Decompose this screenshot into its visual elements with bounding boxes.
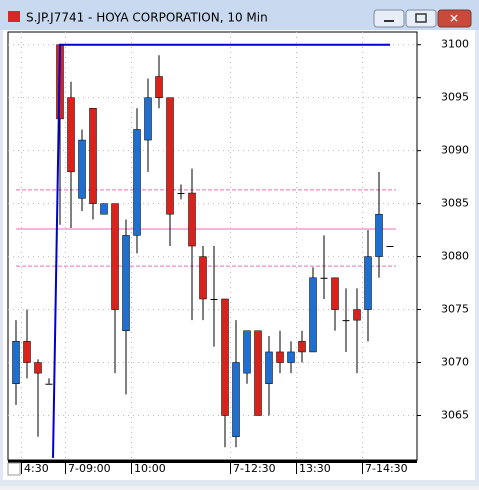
- maximize-button[interactable]: [405, 9, 437, 28]
- y-tick-label: 3090: [441, 144, 469, 157]
- candle-body: [199, 256, 207, 300]
- scroll-box[interactable]: [7, 462, 21, 476]
- candle-body: [177, 193, 185, 195]
- candle-body: [34, 362, 42, 374]
- candle-body: [309, 277, 317, 353]
- candle-body: [67, 97, 75, 173]
- app-icon: [8, 11, 20, 22]
- x-tick-label: 7-14:30: [365, 462, 408, 475]
- candle-body: [375, 213, 383, 257]
- candle-body: [287, 351, 295, 363]
- minimize-button[interactable]: [373, 9, 405, 28]
- close-button[interactable]: [437, 9, 472, 28]
- candle-body: [23, 341, 31, 363]
- candle-body: [331, 277, 339, 310]
- candle-body: [188, 192, 196, 247]
- x-tick-label: 7-09:00: [68, 462, 111, 475]
- window-title: S.JP.J7741 - HOYA CORPORATION, 10 Min: [26, 11, 268, 25]
- candle-body: [298, 341, 306, 353]
- plot-frame: [7, 31, 418, 461]
- candle-body: [144, 97, 152, 141]
- candle-body: [78, 139, 86, 199]
- candle-body: [221, 298, 229, 416]
- y-tick-label: 3085: [441, 197, 469, 210]
- candle-body: [155, 76, 163, 98]
- candle-body: [254, 330, 262, 416]
- x-axis: [8, 460, 417, 463]
- x-tick-label: 4:30: [24, 462, 49, 475]
- candle-body: [243, 330, 251, 374]
- candle-body: [45, 383, 53, 385]
- y-tick-label: 3095: [441, 91, 469, 104]
- candle-body: [111, 203, 119, 310]
- candle-body: [342, 320, 350, 322]
- candle-body: [265, 351, 273, 384]
- x-tick-label: 13:30: [299, 462, 331, 475]
- y-tick-label: 3070: [441, 356, 469, 369]
- highest-line: [52, 43, 390, 458]
- candle-body: [133, 129, 141, 236]
- candle-body: [320, 277, 328, 279]
- y-tick-label: 3100: [441, 38, 469, 51]
- candle-body: [364, 256, 372, 310]
- candle-body: [122, 235, 130, 332]
- candle-body: [89, 108, 97, 204]
- maximize-icon: [415, 13, 427, 23]
- candle-body: [232, 362, 240, 437]
- candle-body: [210, 298, 218, 300]
- x-tick-label: 7-12:30: [233, 462, 276, 475]
- y-tick-label: 3075: [441, 303, 469, 316]
- candle-body: [166, 97, 174, 215]
- candle-body: [100, 203, 108, 215]
- y-tick-label: 3080: [441, 250, 469, 263]
- candle-body: [276, 351, 284, 363]
- x-tick-label: 10:00: [134, 462, 166, 475]
- y-tick-label: 3065: [441, 409, 469, 422]
- candle-body: [386, 246, 394, 247]
- close-icon: ✕: [449, 12, 459, 26]
- candle-body: [12, 341, 20, 384]
- candle-body: [353, 309, 361, 321]
